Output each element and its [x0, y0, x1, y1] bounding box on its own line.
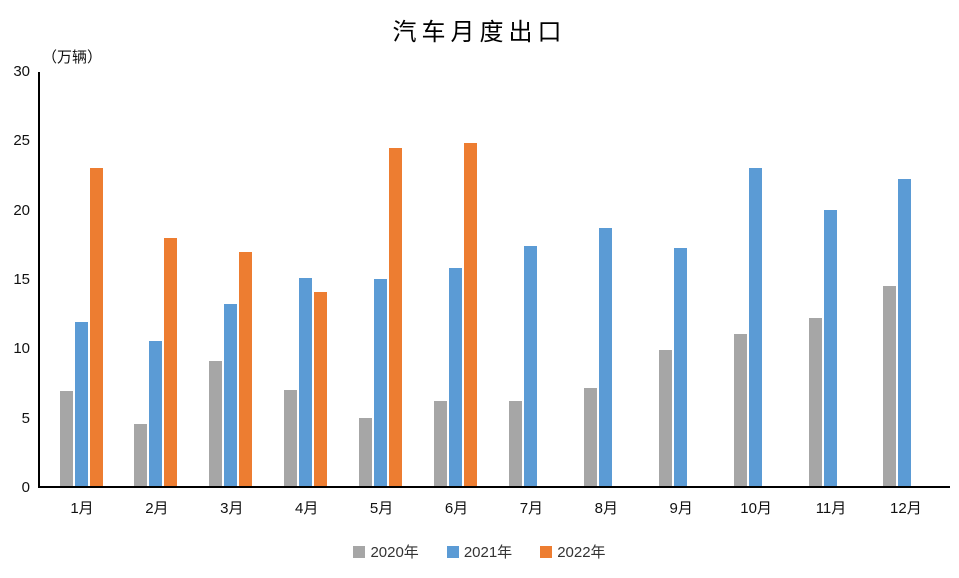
bar-2021年-9月 — [673, 247, 687, 486]
bar-2020年-8月 — [583, 388, 597, 486]
bar-2021年-8月 — [598, 228, 612, 486]
x-tick-label: 5月 — [369, 500, 394, 517]
y-axis-unit-label: （万辆） — [42, 49, 103, 66]
chart-title: 汽车月度出口 — [392, 18, 567, 46]
y-tick-label: 25 — [13, 132, 30, 150]
bar-2020年-10月 — [733, 334, 747, 486]
bar-2022年-1月 — [89, 167, 103, 486]
x-tick-label: 2月 — [145, 500, 169, 517]
bar-2022年-5月 — [389, 148, 403, 486]
bar-2020年-6月 — [434, 400, 447, 486]
x-tick-label: 9月 — [669, 500, 693, 517]
bar-2021年-12月 — [898, 178, 912, 486]
legend-swatch-icon — [446, 545, 459, 558]
plot-area — [38, 72, 950, 488]
x-tick-label: 8月 — [594, 500, 618, 517]
x-tick-label: 10月 — [740, 500, 772, 517]
bar-2021年-5月 — [374, 279, 388, 486]
legend-label: 2022年 — [557, 544, 606, 561]
x-tick-label: 1月 — [70, 500, 94, 517]
bar-2021年-10月 — [748, 167, 762, 486]
bar-2022年-3月 — [239, 251, 253, 486]
x-tick-label: 11月 — [815, 500, 847, 517]
bar-2021年-7月 — [523, 246, 537, 486]
legend-swatch-icon — [540, 545, 553, 558]
y-tick-label: 10 — [13, 340, 30, 358]
x-tick-label: 6月 — [444, 500, 469, 517]
y-tick-label: 20 — [13, 201, 30, 219]
legend: 2020年 2021年 2022年 — [0, 541, 959, 562]
bar-2022年-6月 — [464, 142, 477, 486]
x-tick-label: 7月 — [519, 500, 544, 517]
bar-2020年-9月 — [658, 349, 672, 486]
bar-2020年-12月 — [883, 286, 897, 486]
legend-item-2021年: 2021年 — [446, 541, 513, 562]
y-tick-label: 0 — [21, 479, 30, 496]
bar-2021年-4月 — [299, 277, 313, 486]
y-tick-label: 15 — [13, 271, 30, 288]
x-tick-label: 12月 — [890, 500, 922, 517]
y-tick-label: 5 — [21, 409, 30, 427]
bar-2021年-2月 — [149, 341, 163, 486]
bar-2021年-3月 — [224, 304, 238, 486]
bar-2020年-5月 — [359, 418, 373, 486]
bar-2021年-1月 — [74, 321, 88, 486]
legend-swatch-icon — [353, 545, 366, 558]
bar-2022年-2月 — [164, 237, 178, 486]
bar-2022年-4月 — [314, 291, 328, 486]
bar-2020年-7月 — [508, 400, 522, 486]
bar-2020年-1月 — [59, 390, 73, 486]
legend-label: 2021年 — [463, 544, 513, 561]
bar-2021年-6月 — [449, 268, 462, 486]
bar-2020年-2月 — [134, 423, 148, 486]
bar-2021年-11月 — [823, 210, 837, 486]
legend-label: 2020年 — [370, 544, 419, 561]
bar-2020年-11月 — [808, 317, 822, 486]
x-tick-label: 4月 — [295, 500, 319, 517]
legend-item-2020年: 2020年 — [353, 541, 419, 562]
x-tick-label: 3月 — [220, 500, 244, 517]
legend-item-2022年: 2022年 — [540, 541, 606, 562]
bar-2020年-4月 — [284, 389, 298, 486]
bar-2020年-3月 — [209, 360, 223, 486]
y-tick-label: 30 — [13, 63, 30, 80]
